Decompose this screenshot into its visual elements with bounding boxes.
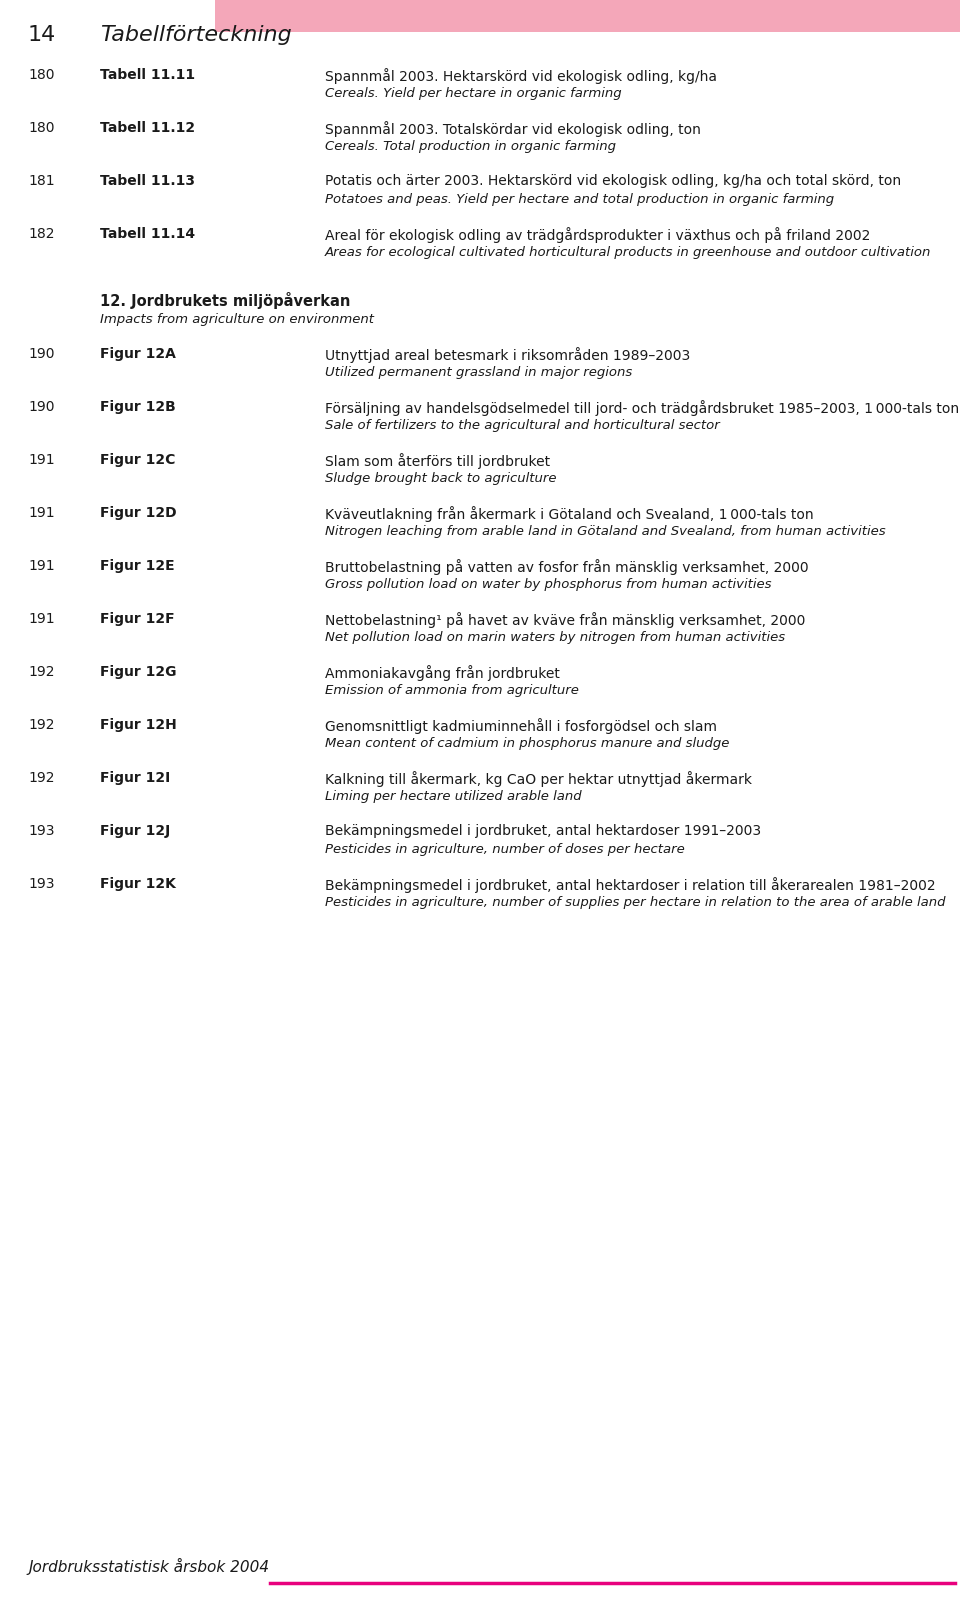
Text: Spannmål 2003. Hektarskörd vid ekologisk odling, kg/ha: Spannmål 2003. Hektarskörd vid ekologisk… [325,67,717,83]
Text: Mean content of cadmium in phosphorus manure and sludge: Mean content of cadmium in phosphorus ma… [325,737,730,750]
Text: Figur 12H: Figur 12H [100,718,177,733]
Text: 182: 182 [28,228,55,240]
Text: 192: 192 [28,718,55,733]
Text: 180: 180 [28,67,55,82]
Text: 14: 14 [28,26,57,45]
Text: Tabell 11.12: Tabell 11.12 [100,120,195,135]
Text: 12. Jordbrukets miljöpåverkan: 12. Jordbrukets miljöpåverkan [100,292,350,309]
Text: Figur 12J: Figur 12J [100,824,170,838]
Text: Slam som återförs till jordbruket: Slam som återförs till jordbruket [325,454,550,470]
Text: 180: 180 [28,120,55,135]
Text: Bekämpningsmedel i jordbruket, antal hektardoser i relation till åkerarealen 198: Bekämpningsmedel i jordbruket, antal hek… [325,877,936,893]
Text: Emission of ammonia from agriculture: Emission of ammonia from agriculture [325,684,579,697]
Text: 191: 191 [28,454,55,466]
Text: Figur 12D: Figur 12D [100,507,177,519]
Text: 191: 191 [28,507,55,519]
Text: 190: 190 [28,346,55,361]
Text: Figur 12K: Figur 12K [100,877,176,891]
Text: Liming per hectare utilized arable land: Liming per hectare utilized arable land [325,790,582,803]
Text: 181: 181 [28,175,55,188]
Text: Jordbruksstatistisk årsbok 2004: Jordbruksstatistisk årsbok 2004 [28,1558,269,1576]
Text: Figur 12B: Figur 12B [100,401,176,414]
Text: Figur 12C: Figur 12C [100,454,176,466]
Text: Utnyttjad areal betesmark i riksområden 1989–2003: Utnyttjad areal betesmark i riksområden … [325,346,690,362]
Text: Cereals. Total production in organic farming: Cereals. Total production in organic far… [325,139,616,152]
Text: Figur 12E: Figur 12E [100,559,175,572]
Text: Nitrogen leaching from arable land in Götaland and Svealand, from human activiti: Nitrogen leaching from arable land in Gö… [325,526,886,539]
Text: Nettobelastning¹ på havet av kväve från mänsklig verksamhet, 2000: Nettobelastning¹ på havet av kväve från … [325,612,805,628]
Text: Pesticides in agriculture, number of supplies per hectare in relation to the are: Pesticides in agriculture, number of sup… [325,896,946,909]
Text: Sludge brought back to agriculture: Sludge brought back to agriculture [325,471,557,486]
Text: 192: 192 [28,771,55,785]
Text: Kalkning till åkermark, kg CaO per hektar utnyttjad åkermark: Kalkning till åkermark, kg CaO per hekta… [325,771,752,787]
Text: 192: 192 [28,665,55,680]
Text: Areal för ekologisk odling av trädgårdsprodukter i växthus och på friland 2002: Areal för ekologisk odling av trädgårdsp… [325,228,871,244]
Text: Utilized permanent grassland in major regions: Utilized permanent grassland in major re… [325,365,633,378]
Text: Pesticides in agriculture, number of doses per hectare: Pesticides in agriculture, number of dos… [325,843,684,856]
Text: Figur 12A: Figur 12A [100,346,176,361]
Text: 193: 193 [28,877,55,891]
Text: Kväveutlakning från åkermark i Götaland och Svealand, 1 000-tals ton: Kväveutlakning från åkermark i Götaland … [325,507,814,523]
Text: Ammoniakavgång från jordbruket: Ammoniakavgång från jordbruket [325,665,560,681]
Text: Cereals. Yield per hectare in organic farming: Cereals. Yield per hectare in organic fa… [325,87,622,99]
Bar [215,0,960,32]
Text: Tabell 11.13: Tabell 11.13 [100,175,195,188]
Text: Potatis och ärter 2003. Hektarskörd vid ekologisk odling, kg/ha och total skörd,: Potatis och ärter 2003. Hektarskörd vid … [325,175,901,188]
Text: Potatoes and peas. Yield per hectare and total production in organic farming: Potatoes and peas. Yield per hectare and… [325,192,834,207]
Text: 191: 191 [28,612,55,627]
Text: 193: 193 [28,824,55,838]
Text: 191: 191 [28,559,55,572]
Text: Tabellförteckning: Tabellförteckning [100,26,292,45]
Text: Figur 12G: Figur 12G [100,665,177,680]
Text: Figur 12F: Figur 12F [100,612,175,627]
Text: Spannmål 2003. Totalskördar vid ekologisk odling, ton: Spannmål 2003. Totalskördar vid ekologis… [325,120,701,136]
Text: Figur 12I: Figur 12I [100,771,170,785]
Text: 190: 190 [28,401,55,414]
Text: Tabell 11.11: Tabell 11.11 [100,67,195,82]
Text: Tabell 11.14: Tabell 11.14 [100,228,195,240]
Text: Sale of fertilizers to the agricultural and horticultural sector: Sale of fertilizers to the agricultural … [325,418,720,431]
Text: Gross pollution load on water by phosphorus from human activities: Gross pollution load on water by phospho… [325,579,772,592]
Text: Bruttobelastning på vatten av fosfor från mänsklig verksamhet, 2000: Bruttobelastning på vatten av fosfor frå… [325,559,808,575]
Text: Bekämpningsmedel i jordbruket, antal hektardoser 1991–2003: Bekämpningsmedel i jordbruket, antal hek… [325,824,761,838]
Text: Net pollution load on marin waters by nitrogen from human activities: Net pollution load on marin waters by ni… [325,632,785,644]
Text: Genomsnittligt kadmiuminnehåll i fosforgödsel och slam: Genomsnittligt kadmiuminnehåll i fosforg… [325,718,717,734]
Text: Försäljning av handelsgödselmedel till jord- och trädgårdsbruket 1985–2003, 1 00: Försäljning av handelsgödselmedel till j… [325,401,959,415]
Text: Areas for ecological cultivated horticultural products in greenhouse and outdoor: Areas for ecological cultivated horticul… [325,245,931,260]
Text: Impacts from agriculture on environment: Impacts from agriculture on environment [100,313,374,325]
